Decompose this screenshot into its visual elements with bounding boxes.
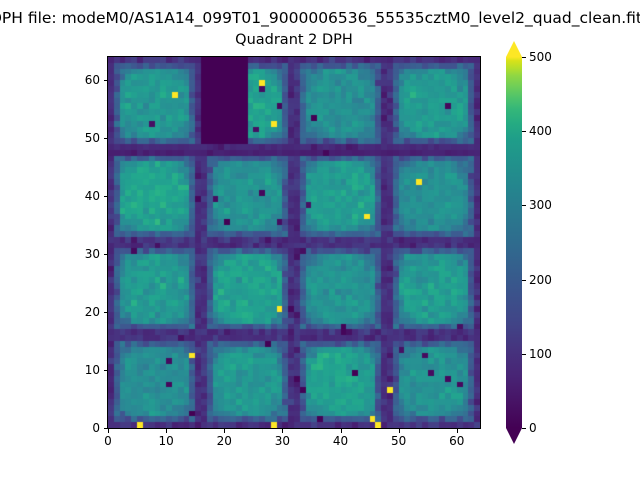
dph-heatmap-axes[interactable] [108,57,480,428]
x-axis-tick-label: 0 [104,434,112,448]
colorbar-tick [522,205,526,207]
colorbar-tick-label: 100 [529,346,552,361]
y-axis-tick-label: 40 [84,189,100,204]
colorbar-tick-label: 0 [529,421,537,435]
y-axis-tick [104,196,108,198]
colorbar-extend-max-arrow [506,41,522,57]
colorbar-tick-label: 400 [529,124,552,139]
colorbar[interactable] [506,41,522,444]
colorbar-tick [522,279,526,281]
x-axis-tick-label: 40 [332,434,349,448]
x-axis-tick-label: 20 [216,434,232,448]
x-axis-tick-label: 50 [390,434,407,448]
x-axis-tick [108,429,109,433]
colorbar-tick-label: 300 [529,198,552,213]
colorbar-tick [522,428,526,429]
x-axis-tick-label: 10 [158,434,174,448]
colorbar-extend-min-arrow [506,428,522,444]
colorbar-tick [522,57,526,58]
x-axis-tick [282,429,284,433]
colorbar-tick-label: 200 [529,272,552,287]
colorbar-tick-label: 500 [529,50,552,64]
y-axis-tick-label: 0 [92,421,100,435]
x-axis-tick [398,429,400,433]
y-axis-tick-label: 30 [84,247,100,262]
y-axis-tick [104,80,108,82]
figure-suptitle-container: DPH file: modeM0/AS1A14_099T01_900000653… [0,6,640,30]
colorbar-gradient [506,41,522,444]
x-axis-tick [166,429,168,433]
x-axis-tick [224,429,226,433]
y-axis-tick [104,138,108,140]
dph-heatmap-image[interactable] [108,57,480,428]
y-axis-tick [104,370,108,372]
y-axis-tick [104,428,108,429]
figure-suptitle: DPH file: modeM0/AS1A14_099T01_900000653… [0,9,640,27]
x-axis-tick [456,429,458,433]
colorbar-tick [522,353,526,355]
y-axis-tick-label: 20 [84,305,100,320]
x-axis-tick-label: 30 [274,434,291,448]
x-axis-tick [340,429,342,433]
y-axis-tick [104,254,108,256]
axes-title: Quadrant 2 DPH [235,32,353,48]
y-axis-tick-label: 10 [84,363,100,378]
colorbar-tick [522,131,526,133]
y-axis-tick-label: 50 [84,131,100,146]
x-axis-tick-label: 60 [449,434,465,448]
y-axis-tick-label: 60 [84,73,100,88]
y-axis-tick [104,312,108,314]
